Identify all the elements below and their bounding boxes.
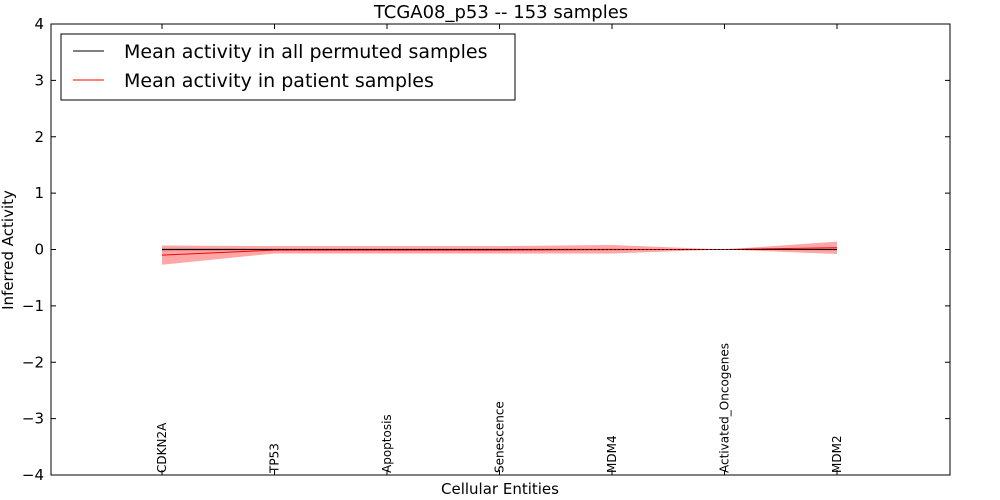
x-tick-label-6: MDM2 <box>830 435 844 473</box>
y-tick-label-4: 0 <box>34 241 44 259</box>
x-tick-label-4: MDM4 <box>605 435 619 473</box>
band-series-1 <box>162 241 837 265</box>
confidence-bands <box>162 241 837 265</box>
y-tick-label-5: −1 <box>22 297 44 315</box>
y-axis-label: Inferred Activity <box>0 190 17 310</box>
y-tick-label-0: 4 <box>34 15 44 33</box>
y-tick-label-6: −2 <box>22 353 44 371</box>
y-axis: 4 3 2 1 0 −1 −2 −3 −4 <box>22 15 950 484</box>
y-tick-label-1: 3 <box>34 71 44 89</box>
chart-title: TCGA08_p53 -- 153 samples <box>373 2 628 23</box>
x-tick-label-3: Senescence <box>493 401 507 473</box>
series-lines <box>161 247 838 256</box>
legend-label-permuted: Mean activity in all permuted samples <box>124 41 487 63</box>
y-tick-label-7: −3 <box>22 410 44 428</box>
y-tick-label-8: −4 <box>22 466 44 484</box>
x-tick-label-5: Activated_Oncogenes <box>718 343 732 473</box>
y-tick-label-3: 1 <box>34 184 44 202</box>
y-tick-label-2: 2 <box>34 128 44 146</box>
legend: Mean activity in all permuted samples Me… <box>60 33 516 101</box>
x-tick-label-1: TP53 <box>268 443 282 474</box>
x-axis: CDKN2A TP53 Apoptosis Senescence MDM4 Activat… <box>155 24 844 475</box>
legend-label-patient: Mean activity in patient samples <box>124 70 434 92</box>
x-tick-label-2: Apoptosis <box>380 414 394 473</box>
x-axis-label: Cellular Entities <box>441 480 559 498</box>
legend-box <box>60 33 516 101</box>
x-tick-label-0: CDKN2A <box>155 422 169 473</box>
